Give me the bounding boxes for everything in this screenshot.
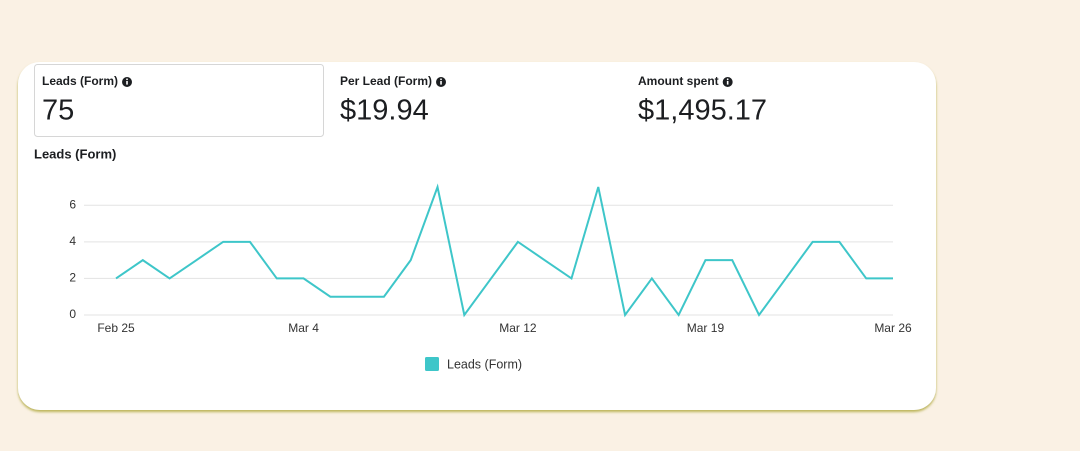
selected-metric-box[interactable] (34, 64, 324, 137)
metric-value: 75 (42, 95, 74, 127)
info-icon-bar (126, 81, 128, 85)
metric-label: Leads (Form) (42, 74, 118, 88)
legend-swatch (425, 357, 439, 371)
x-tick-label: Mar 19 (687, 321, 725, 335)
line-series (115, 183, 893, 318)
info-icon-bar (440, 81, 442, 85)
y-tick-label: 2 (69, 271, 76, 285)
x-tick-label: Feb 25 (97, 321, 135, 335)
card (18, 62, 936, 410)
metrics: Leads (Form) 75 Per Lead (Form) $19.94 Amoun… (42, 74, 767, 126)
metric-label: Amount spent (638, 74, 719, 88)
x-tick-label: Mar 4 (288, 321, 319, 335)
chart: 0 2 4 6 Feb 25 Mar 4 Mar 12 Mar 19 Mar 26 Leads (… (69, 183, 912, 371)
info-icon-bar (726, 81, 729, 85)
y-tick-label: 6 (69, 197, 76, 211)
x-tick-label: Mar 26 (874, 321, 912, 335)
info-icon-dot (126, 78, 128, 81)
info-icon-dot (440, 78, 442, 81)
y-tick-label: 0 (69, 307, 76, 321)
metric-value: $19.94 (340, 95, 429, 127)
metric-label: Per Lead (Form) (340, 74, 432, 88)
x-tick-label: Mar 12 (499, 321, 537, 335)
y-tick-label: 4 (69, 234, 76, 248)
metric-value: $1,495.17 (638, 95, 767, 127)
chart-title: Leads (Form) (34, 146, 116, 161)
info-icon-dot (726, 78, 729, 81)
legend-label: Leads (Form) (447, 357, 522, 371)
